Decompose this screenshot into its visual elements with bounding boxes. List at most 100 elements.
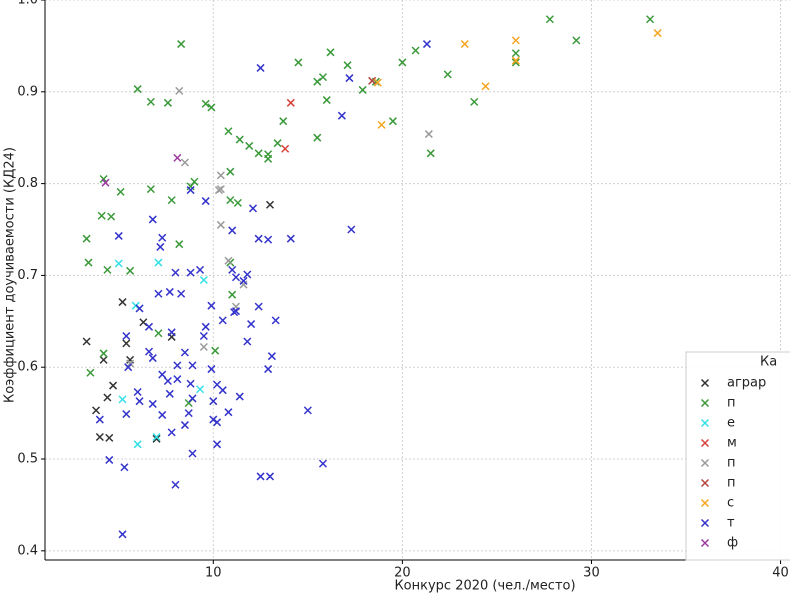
point	[158, 233, 167, 242]
point	[358, 85, 367, 94]
point	[163, 376, 172, 386]
point	[443, 70, 452, 79]
point	[116, 187, 125, 196]
point	[226, 196, 235, 205]
point	[103, 265, 112, 274]
legend-label: аграр	[727, 376, 766, 391]
point	[148, 399, 157, 408]
point	[337, 111, 346, 120]
legend-label: м	[727, 436, 737, 451]
point	[235, 135, 244, 144]
point	[224, 127, 233, 136]
point	[148, 354, 157, 363]
point	[86, 368, 95, 377]
point	[175, 240, 184, 249]
point	[211, 346, 220, 355]
point	[294, 58, 303, 67]
point	[186, 379, 195, 388]
point	[165, 389, 174, 398]
point	[165, 287, 174, 296]
point	[101, 178, 110, 187]
point	[152, 432, 161, 442]
point	[254, 234, 263, 243]
point	[152, 434, 161, 443]
x-tick-label: 30	[583, 566, 600, 581]
point	[273, 139, 282, 148]
legend-marker	[700, 398, 710, 408]
point	[313, 133, 322, 142]
point	[411, 46, 420, 55]
point	[318, 459, 327, 468]
point	[135, 397, 144, 406]
point	[388, 117, 397, 126]
point	[95, 415, 104, 424]
point	[214, 186, 223, 195]
legend-marker	[700, 538, 710, 548]
point	[144, 322, 154, 331]
point	[188, 449, 197, 458]
point	[213, 418, 222, 427]
point	[184, 409, 193, 418]
point	[281, 144, 290, 153]
point	[122, 331, 131, 341]
point	[158, 410, 167, 419]
point	[177, 40, 186, 49]
point	[224, 408, 233, 417]
legend-marker	[700, 498, 710, 508]
point	[97, 211, 106, 220]
point	[207, 365, 216, 374]
point	[398, 58, 407, 67]
point	[424, 130, 433, 139]
point	[177, 289, 186, 298]
point	[243, 337, 252, 346]
point	[318, 73, 327, 82]
point	[264, 235, 273, 244]
point	[118, 395, 127, 404]
point	[196, 385, 205, 394]
point	[99, 355, 108, 364]
point	[175, 86, 184, 95]
point	[173, 361, 182, 370]
point	[105, 455, 114, 464]
y-axis-label: Коэффициент доучиваемости (КД24)	[3, 147, 18, 403]
y-tick-label: 0.8	[17, 176, 38, 191]
point	[180, 158, 189, 167]
point	[286, 98, 295, 107]
point	[347, 225, 356, 234]
point	[245, 141, 254, 150]
y-tick-label: 0.4	[17, 543, 38, 558]
point	[368, 76, 377, 85]
legend-marker	[700, 438, 710, 448]
point	[481, 82, 490, 91]
point	[545, 15, 554, 24]
point	[256, 63, 265, 72]
x-tick-label: 20	[394, 566, 411, 581]
point	[171, 268, 180, 277]
point	[218, 316, 227, 325]
point	[148, 215, 157, 224]
point	[460, 40, 469, 49]
point	[254, 302, 263, 311]
legend-marker	[700, 518, 710, 528]
legend-label: с	[727, 496, 734, 511]
point	[133, 387, 142, 397]
point	[511, 58, 520, 67]
point	[233, 198, 242, 207]
point	[118, 530, 127, 539]
point	[122, 410, 131, 419]
legend-marker	[700, 378, 710, 388]
point	[207, 103, 216, 112]
x-tick-label: 10	[205, 566, 222, 581]
point	[163, 98, 172, 107]
point	[126, 355, 135, 364]
legend-title: Ка	[760, 355, 777, 370]
point	[303, 406, 312, 415]
point	[171, 480, 180, 489]
point	[213, 440, 222, 449]
point	[107, 212, 116, 221]
point	[377, 120, 386, 129]
x-axis-label: Конкурс 2020 (чел./место)	[394, 579, 575, 594]
point	[224, 256, 233, 265]
point	[84, 258, 93, 267]
